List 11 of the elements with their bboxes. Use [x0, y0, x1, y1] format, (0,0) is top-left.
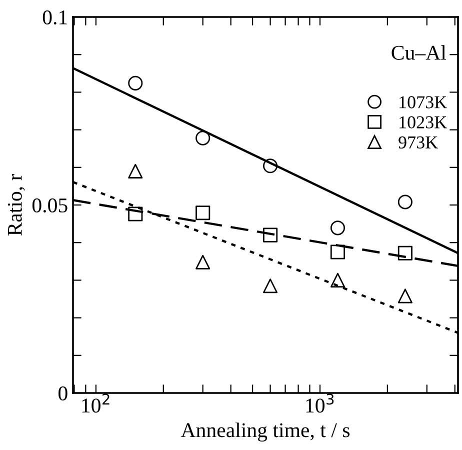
y-axis-title: Ratio, r — [8, 174, 25, 236]
legend-label: 1023K — [400, 116, 447, 128]
legend-label: 973K — [398, 136, 438, 149]
legend-label: 1073K — [400, 96, 447, 108]
y-tick-label: 0.1 — [42, 10, 67, 25]
annotation: Cu–Al — [392, 45, 446, 60]
x-axis-title: Annealing time, t / s — [180, 422, 350, 442]
x-tick-label: 10$^{2}$ — [82, 394, 110, 413]
y-tick-label: 0 — [58, 386, 68, 400]
y-tick-label: 0.05 — [32, 198, 68, 213]
x-tick-label: 10$^{3}$ — [306, 394, 334, 413]
